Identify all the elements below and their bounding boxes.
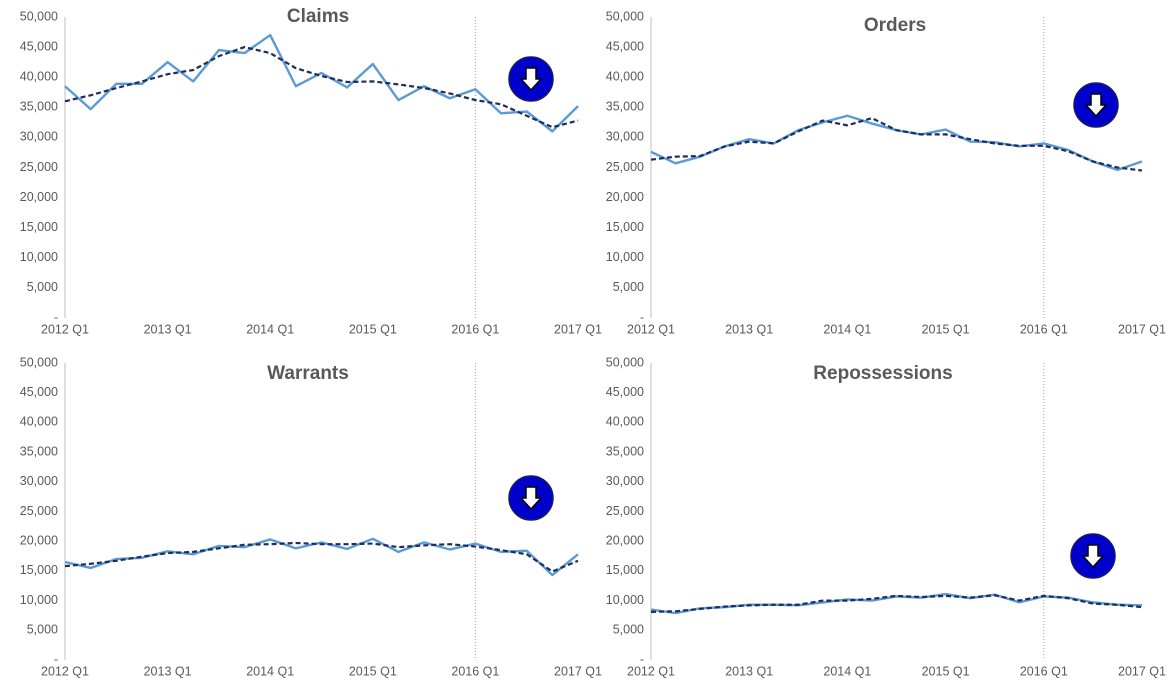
x-tick-label: 2015 Q1 xyxy=(349,664,397,678)
data-line xyxy=(64,537,579,577)
y-tick-label: 15,000 xyxy=(606,563,644,577)
y-tick-label: 10,000 xyxy=(606,593,644,607)
x-tick-label: 2014 Q1 xyxy=(246,664,294,678)
x-tick-label: 2012 Q1 xyxy=(627,322,675,336)
x-tick-label: 2013 Q1 xyxy=(725,322,773,336)
y-tick-label: 30,000 xyxy=(20,474,58,488)
data-line xyxy=(64,33,579,133)
y-tick-label: 15,000 xyxy=(20,220,58,234)
y-tick-label: 5,000 xyxy=(27,623,58,637)
x-tick-label: 2016 Q1 xyxy=(1020,322,1068,336)
chart-title: Orders xyxy=(864,15,926,36)
trend-line xyxy=(650,117,1143,172)
y-tick-label: 15,000 xyxy=(20,563,58,577)
y-tick-label: 10,000 xyxy=(606,250,644,264)
y-tick-label: 5,000 xyxy=(613,280,644,294)
y-tick-label: 10,000 xyxy=(20,593,58,607)
data-line xyxy=(650,592,1143,615)
y-tick-label: 45,000 xyxy=(606,39,644,53)
y-tick-label: 40,000 xyxy=(20,69,58,83)
chart-title: Warrants xyxy=(267,363,349,384)
x-tick-label: 2016 Q1 xyxy=(1020,664,1068,678)
x-tick-label: 2015 Q1 xyxy=(922,664,970,678)
down-arrow-icon xyxy=(1073,82,1119,128)
x-tick-label: 2012 Q1 xyxy=(627,664,675,678)
y-tick-label: 30,000 xyxy=(20,130,58,144)
y-tick-label: 50,000 xyxy=(20,9,58,23)
y-tick-label: - xyxy=(54,310,58,324)
y-tick-label: 30,000 xyxy=(606,474,644,488)
y-tick-label: 10,000 xyxy=(20,250,58,264)
y-tick-label: 35,000 xyxy=(20,444,58,458)
x-tick-label: 2012 Q1 xyxy=(41,322,89,336)
trend-line xyxy=(64,46,579,129)
x-tick-label: 2013 Q1 xyxy=(725,664,773,678)
y-tick-label: - xyxy=(640,652,644,666)
x-tick-label: 2015 Q1 xyxy=(349,322,397,336)
x-tick-label: 2017 Q1 xyxy=(1118,322,1166,336)
x-tick-label: 2014 Q1 xyxy=(246,322,294,336)
down-arrow-icon xyxy=(508,56,554,102)
y-tick-label: 25,000 xyxy=(20,160,58,174)
y-tick-label: 5,000 xyxy=(27,280,58,294)
y-tick-label: 40,000 xyxy=(20,415,58,429)
data-line xyxy=(650,114,1143,172)
x-tick-label: 2015 Q1 xyxy=(922,322,970,336)
chart-title: Claims xyxy=(287,6,349,27)
y-tick-label: 20,000 xyxy=(606,533,644,547)
y-tick-label: 40,000 xyxy=(606,415,644,429)
x-tick-label: 2017 Q1 xyxy=(1118,664,1166,678)
x-tick-label: 2016 Q1 xyxy=(451,664,499,678)
y-tick-label: - xyxy=(54,652,58,666)
x-tick-label: 2017 Q1 xyxy=(554,322,602,336)
y-tick-label: 50,000 xyxy=(606,355,644,369)
chart-title: Repossessions xyxy=(813,363,952,384)
y-tick-label: 40,000 xyxy=(606,69,644,83)
y-tick-label: 45,000 xyxy=(20,39,58,53)
y-tick-label: 35,000 xyxy=(20,100,58,114)
down-arrow-icon xyxy=(1070,533,1116,579)
down-arrow-icon xyxy=(508,475,554,521)
y-tick-label: 50,000 xyxy=(20,355,58,369)
trend-line xyxy=(650,594,1143,613)
y-tick-label: 15,000 xyxy=(606,220,644,234)
x-tick-label: 2013 Q1 xyxy=(144,664,192,678)
y-tick-label: 25,000 xyxy=(606,504,644,518)
y-tick-label: 20,000 xyxy=(20,190,58,204)
x-tick-label: 2014 Q1 xyxy=(823,322,871,336)
y-tick-label: 35,000 xyxy=(606,100,644,114)
x-tick-label: 2012 Q1 xyxy=(41,664,89,678)
y-tick-label: 25,000 xyxy=(606,160,644,174)
x-tick-label: 2014 Q1 xyxy=(823,664,871,678)
y-tick-label: 50,000 xyxy=(606,9,644,23)
y-tick-label: 5,000 xyxy=(613,623,644,637)
y-tick-label: 35,000 xyxy=(606,444,644,458)
x-tick-label: 2017 Q1 xyxy=(554,664,602,678)
y-tick-label: 25,000 xyxy=(20,504,58,518)
trend-line xyxy=(64,541,579,573)
y-tick-label: 45,000 xyxy=(20,385,58,399)
y-tick-label: 20,000 xyxy=(20,533,58,547)
y-tick-label: 45,000 xyxy=(606,385,644,399)
x-tick-label: 2016 Q1 xyxy=(451,322,499,336)
x-tick-label: 2013 Q1 xyxy=(144,322,192,336)
y-tick-label: 30,000 xyxy=(606,130,644,144)
y-tick-label: - xyxy=(640,310,644,324)
y-tick-label: 20,000 xyxy=(606,190,644,204)
